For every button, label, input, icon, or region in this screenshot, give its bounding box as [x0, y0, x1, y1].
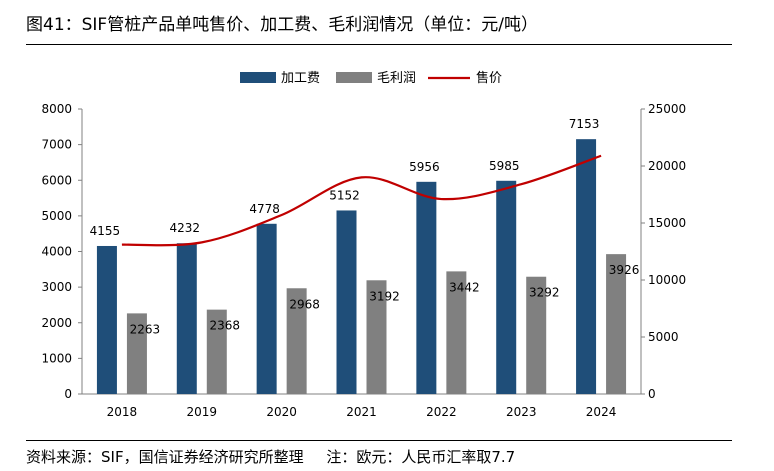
legend-processing-fee-label: 加工费 — [281, 71, 320, 86]
processing-fee-value-label: 5985 — [489, 159, 520, 173]
x-tick-label: 2020 — [266, 405, 297, 419]
x-tick-label: 2019 — [187, 405, 218, 419]
gross-profit-value-label: 3292 — [529, 286, 560, 300]
left-tick-label: 7000 — [41, 138, 72, 152]
right-tick-label: 10000 — [648, 273, 686, 287]
right-tick-label: 15000 — [648, 216, 686, 230]
left-tick-label: 2000 — [41, 316, 72, 330]
processing-fee-value-label: 4778 — [249, 202, 280, 216]
processing-fee-bar — [576, 139, 597, 394]
processing-fee-bar — [496, 180, 517, 394]
title-divider — [26, 44, 732, 45]
processing-fee-bar — [256, 223, 277, 394]
source-note: 资料来源：SIF，国信证券经济研究所整理 — [26, 448, 304, 466]
data-labels: 4155 2263 4232 2368 4778 2968 5152 3192 5956 3442… — [90, 117, 640, 336]
gross-profit-bar — [366, 280, 387, 394]
processing-fee-value-label: 4155 — [90, 224, 121, 238]
x-tick-label: 2023 — [506, 405, 537, 419]
right-tick-label: 25000 — [648, 102, 686, 116]
processing-fee-value-label: 5152 — [329, 188, 360, 202]
gross-profit-value-label: 2263 — [130, 322, 161, 336]
gross-profit-value-label: 3442 — [449, 280, 480, 294]
gross-profit-bar — [206, 309, 227, 394]
left-tick-label: 6000 — [41, 173, 72, 187]
gross-profit-value-label: 2368 — [210, 319, 241, 333]
gross-profit-bar — [446, 271, 467, 394]
left-tick-label: 0 — [64, 387, 72, 401]
x-tick-label: 2024 — [586, 405, 617, 419]
processing-fee-value-label: 5956 — [409, 160, 440, 174]
x-tick-label: 2022 — [426, 405, 457, 419]
x-tick-label: 2021 — [346, 405, 377, 419]
chart-title: 图41：SIF管桩产品单吨售价、加工费、毛利润情况（单位：元/吨） — [26, 15, 538, 35]
right-tick-label: 20000 — [648, 159, 686, 173]
chart: 加工费 毛利润 售价 0 1000 2000 3000 4000 5000 6000 7000 80… — [41, 70, 686, 419]
x-tick-label: 2018 — [107, 405, 138, 419]
processing-fee-bar — [176, 243, 197, 394]
left-tick-label: 4000 — [41, 245, 72, 259]
gross-profit-bar — [526, 276, 547, 394]
footer: 资料来源：SIF，国信证券经济研究所整理 注：欧元：人民币汇率取7.7 — [26, 446, 515, 467]
legend-gross-profit-swatch — [336, 72, 372, 83]
gross-profit-value-label: 2968 — [289, 297, 320, 311]
bars — [96, 139, 627, 394]
price-line — [121, 154, 602, 247]
legend-processing-fee-swatch — [240, 72, 276, 83]
left-tick-label: 1000 — [41, 351, 72, 365]
legend-gross-profit-label: 毛利润 — [377, 71, 416, 86]
left-tick-label: 3000 — [41, 280, 72, 294]
right-tick-label: 0 — [648, 387, 656, 401]
left-tick-label: 5000 — [41, 209, 72, 223]
footer-divider — [26, 440, 732, 441]
right-tick-label: 5000 — [648, 330, 679, 344]
gross-profit-bar — [606, 254, 627, 394]
legend-price-label: 售价 — [476, 70, 502, 86]
processing-fee-bar — [336, 210, 357, 394]
processing-fee-value-label: 4232 — [170, 221, 201, 235]
gross-profit-bar — [126, 313, 147, 394]
left-tick-label: 8000 — [41, 102, 72, 116]
processing-fee-bar — [416, 181, 437, 394]
processing-fee-value-label: 7153 — [569, 117, 600, 131]
legend: 加工费 毛利润 售价 — [240, 70, 502, 86]
gross-profit-value-label: 3192 — [369, 289, 400, 303]
gross-profit-bar — [286, 288, 307, 394]
processing-fee-bar — [96, 245, 117, 394]
exchange-rate-note: 注：欧元：人民币汇率取7.7 — [326, 448, 516, 466]
gross-profit-value-label: 3926 — [609, 263, 640, 277]
axes: 0 1000 2000 3000 4000 5000 6000 7000 8000 0 5000 10… — [41, 102, 686, 419]
